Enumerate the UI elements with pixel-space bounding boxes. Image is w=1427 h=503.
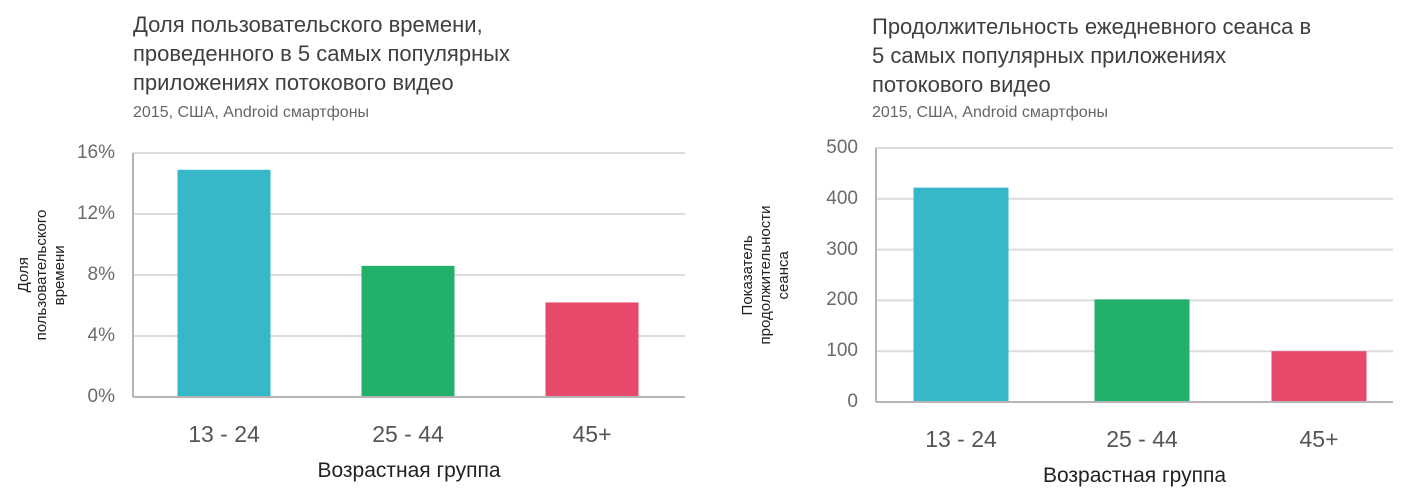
x-axis-label: Возрастная группа <box>317 459 501 482</box>
bar-chart-left <box>132 152 685 398</box>
x-tick-label: 25 - 44 <box>372 421 444 447</box>
y-tick-label: 0% <box>87 386 115 407</box>
y-tick-label: 500 <box>826 137 858 158</box>
bar-2 <box>1094 299 1190 402</box>
y-tick-label: 8% <box>87 264 115 285</box>
y-tick-label: 100 <box>826 340 858 362</box>
y-axis-label: Показатель продолжительности сеанса <box>739 205 792 345</box>
y-tick-label: 200 <box>826 289 858 311</box>
y-tick-label: 4% <box>87 325 115 346</box>
y-tick-label: 12% <box>76 203 115 224</box>
chart-title: Продолжительность ежедневного сеанса в 5… <box>872 14 1312 97</box>
chart-subtitle: 2015, США, Android смартфоны <box>133 104 370 121</box>
chart-subtitle: 2015, США, Android смартфоны <box>872 104 1109 121</box>
y-tick-label: 400 <box>826 187 858 209</box>
x-tick-label: 45+ <box>572 421 612 447</box>
y-tick-label: 0 <box>847 391 858 412</box>
bar-1 <box>913 187 1009 402</box>
x-tick-label: 13 - 24 <box>925 426 997 452</box>
bar-3 <box>1271 351 1367 402</box>
bar-2 <box>361 265 455 397</box>
x-tick-label: 13 - 24 <box>188 421 260 447</box>
bar-1 <box>177 169 271 397</box>
y-tick-label: 300 <box>826 238 858 260</box>
x-axis-label: Возрастная группа <box>1042 464 1227 487</box>
bar-3 <box>545 302 639 397</box>
x-tick-label: 45+ <box>1299 426 1339 452</box>
y-tick-label: 16% <box>76 142 115 163</box>
x-tick-label: 25 - 44 <box>1106 426 1178 452</box>
chart-title: Доля пользовательского времени, проведен… <box>133 12 511 95</box>
